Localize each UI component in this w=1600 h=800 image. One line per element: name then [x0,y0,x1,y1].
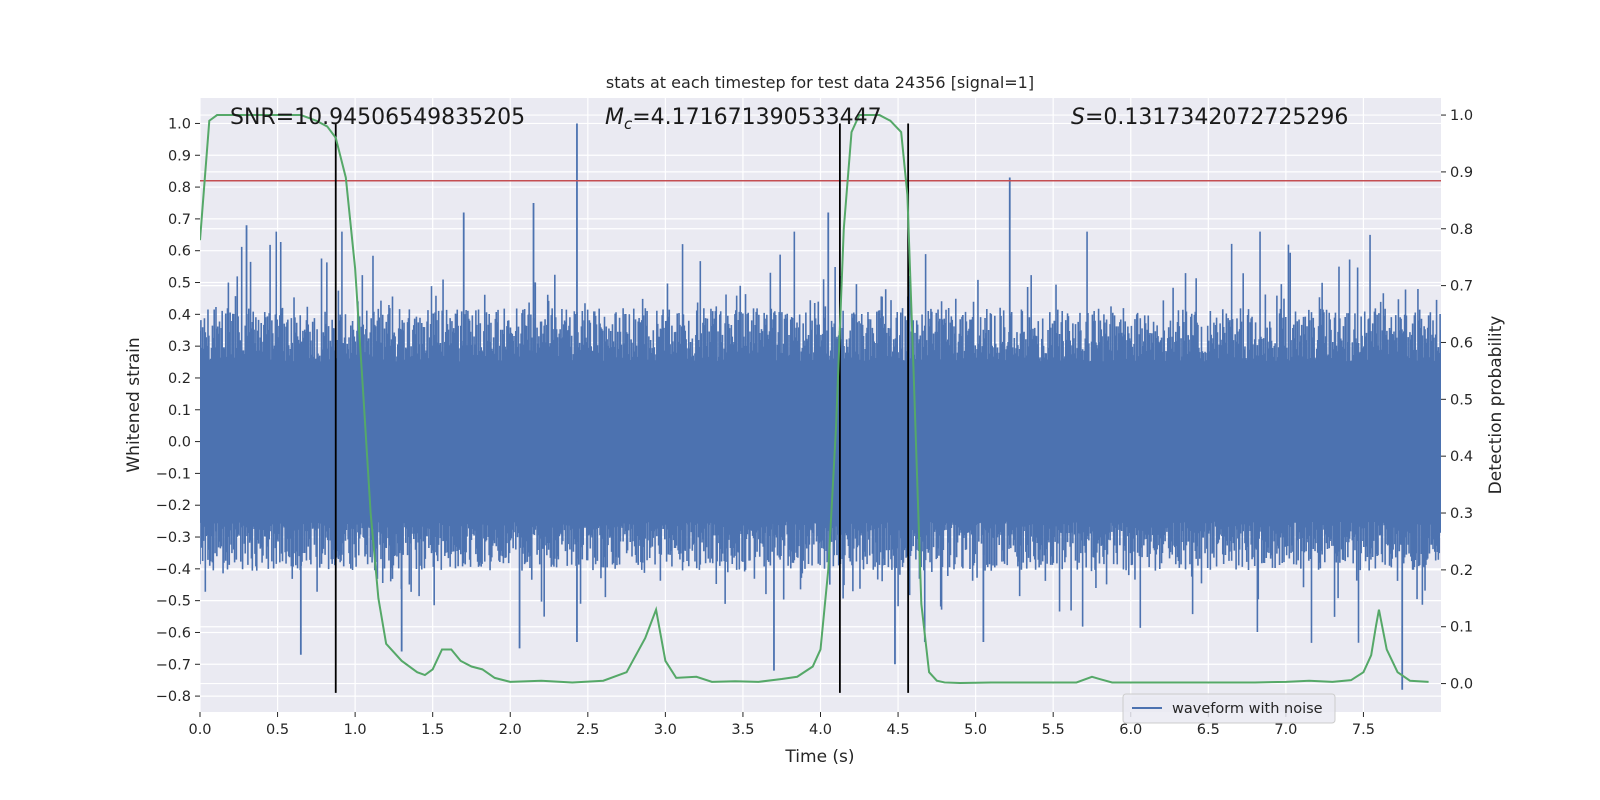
legend: waveform with noise [1122,693,1336,724]
y-left-axis-label: Whitened strain [124,337,144,472]
x-tick-label: 6.0 [1119,722,1142,738]
y-left-tick-label: 0.9 [168,148,191,164]
y-left-tick-label: 1.0 [168,116,191,132]
y-left-tick-label: −0.4 [156,562,191,578]
x-axis-label: Time (s) [784,747,854,767]
x-tick-label: 3.5 [731,722,754,738]
y-right-tick-label: 0.4 [1450,449,1473,465]
y-right-axis-ticks: 0.0 0.1 0.2 0.3 0.4 0.5 0.6 0.7 0.8 0.9 1.0 [1441,108,1473,693]
y-right-tick-label: 0.8 [1450,222,1473,238]
y-left-tick-label: −0.6 [156,625,191,641]
annotation-mc-subscript: c [624,115,633,133]
y-right-tick-label: 0.0 [1450,677,1473,693]
y-left-tick-label: −0.3 [156,530,191,546]
legend-box [1122,693,1336,724]
annotation-mc-symbol: M [605,105,624,130]
y-left-tick-label: 0.4 [168,307,191,323]
annotation-mc-value: =4.171671390533447 [632,105,881,130]
series-waveform-with-noise [200,231,1441,643]
y-right-tick-label: 0.3 [1450,506,1473,522]
x-tick-label: 4.5 [887,722,910,738]
y-right-tick-label: 0.5 [1450,392,1473,408]
y-right-tick-label: 0.2 [1450,563,1473,579]
x-tick-label: 5.0 [964,722,987,738]
x-tick-label: 7.5 [1352,722,1375,738]
y-left-tick-label: 0.6 [168,244,191,260]
y-left-tick-label: −0.5 [156,594,191,610]
x-tick-label: 0.0 [188,722,211,738]
x-tick-label: 6.5 [1197,722,1220,738]
y-left-tick-label: 0.2 [168,371,191,387]
y-left-tick-label: 0.7 [168,212,191,228]
x-tick-label: 4.0 [809,722,832,738]
x-axis-ticks: 0.0 0.5 1.0 1.5 2.0 2.5 3.0 3.5 4.0 4.5 5.0 5.5 6.0 6… [188,712,1375,738]
x-tick-label: 2.5 [576,722,599,738]
x-tick-label: 1.0 [344,722,367,738]
y-right-tick-label: 1.0 [1450,108,1473,124]
y-left-tick-label: −0.7 [156,657,191,673]
y-left-tick-label: 0.3 [168,339,191,355]
x-tick-label: 2.0 [499,722,522,738]
legend-label-waveform: waveform with noise [1172,701,1323,717]
x-tick-label: 7.0 [1274,722,1297,738]
y-right-tick-label: 0.9 [1450,165,1473,181]
chart-title: stats at each timestep for test data 243… [606,73,1034,92]
y-left-axis-ticks: −0.8 −0.7 −0.6 −0.5 −0.4 −0.3 −0.2 −0.1 0.0 0.1 0.… [156,116,200,705]
annotation-s-symbol: S [1071,105,1085,130]
annotation-s-value: =0.1317342072725296 [1085,105,1348,130]
y-left-tick-label: −0.8 [156,689,191,705]
y-right-axis-label: Detection probability [1486,316,1506,495]
x-tick-label: 0.5 [266,722,289,738]
y-left-tick-label: 0.1 [168,403,191,419]
waveform-spikes [245,123,1404,690]
y-left-tick-label: −0.2 [156,498,191,514]
y-left-tick-label: −0.1 [156,466,191,482]
y-right-tick-label: 0.6 [1450,335,1473,351]
annotation-snr: SNR=10.94506549835205 [230,105,525,130]
y-right-tick-label: 0.1 [1450,620,1473,636]
annotation-chirp-mass: Mc=4.171671390533447 [605,105,882,133]
annotation-s: S=0.1317342072725296 [1071,105,1348,130]
series-detection-probability [200,114,1429,685]
y-right-tick-label: 0.7 [1450,279,1473,295]
x-tick-label: 3.0 [654,722,677,738]
y-left-tick-label: 0.5 [168,276,191,292]
x-tick-label: 5.5 [1042,722,1065,738]
y-left-tick-label: 0.8 [168,180,191,196]
x-tick-label: 1.5 [421,722,444,738]
y-left-tick-label: 0.0 [168,435,191,451]
